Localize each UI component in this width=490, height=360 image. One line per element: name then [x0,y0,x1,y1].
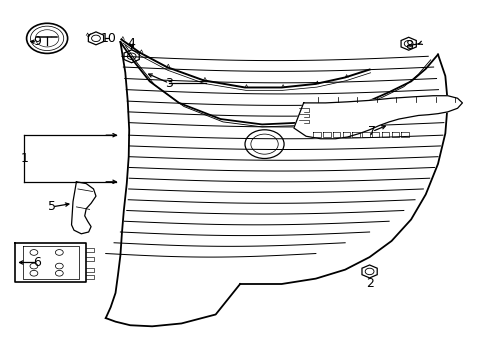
Text: 3: 3 [165,77,173,90]
Text: 8: 8 [405,39,413,52]
Polygon shape [294,96,463,139]
Text: 6: 6 [33,256,41,269]
Text: 4: 4 [128,37,136,50]
Text: 9: 9 [33,35,41,49]
Text: 1: 1 [20,152,28,165]
Text: 5: 5 [48,201,56,213]
Text: 2: 2 [366,278,373,291]
Text: 10: 10 [100,32,116,45]
Text: 7: 7 [368,125,376,138]
